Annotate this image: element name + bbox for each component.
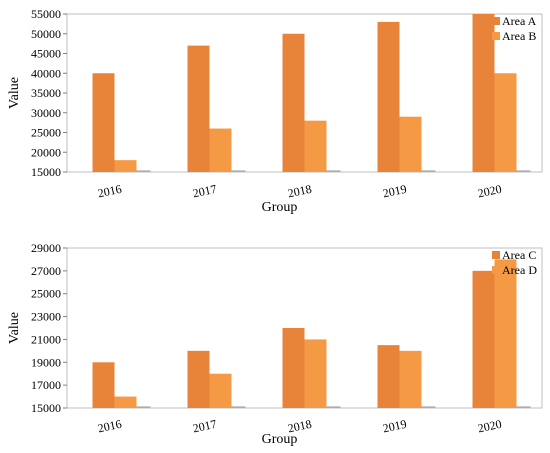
bar-area-c-2016: [92, 362, 115, 408]
y-axis-title: Value: [7, 77, 22, 109]
legend-swatch: [492, 251, 500, 259]
bar-area-d-2018: [304, 339, 327, 408]
y-tick-label: 17000: [31, 378, 61, 392]
y-tick-label: 45000: [31, 47, 61, 61]
bar-area-b-2016: [114, 160, 137, 172]
bar-area-a-2016: [92, 73, 115, 172]
y-tick-label: 25000: [31, 126, 61, 140]
x-tick-label: 2016: [96, 417, 122, 436]
y-tick-label: 20000: [31, 145, 61, 159]
bar-area-a-2017: [187, 45, 210, 172]
x-tick-label: 2017: [191, 182, 217, 201]
x-tick-label: 2018: [286, 417, 312, 436]
chart-area-a-b: 15000 20000 25000 30000 35000 40000 45000 50000…: [7, 7, 543, 215]
y-axis-title: Value: [7, 312, 22, 344]
x-tick-label: 2018: [286, 182, 312, 201]
bar-area-b-2020: [494, 73, 517, 172]
chart-area-c-d: 15000 17000 19000 21000 23000 25000 27000 29000…: [7, 241, 543, 447]
x-tick-label: 2019: [381, 182, 407, 201]
y-tick-label: 15000: [31, 165, 61, 179]
y-tick-label: 21000: [31, 332, 61, 346]
y-tick-label: 55000: [31, 7, 61, 21]
y-tick-label: 25000: [31, 287, 61, 301]
bar-area-c-2019: [377, 345, 400, 408]
legend-label: Area B: [502, 29, 536, 43]
x-axis-title: Group: [262, 432, 298, 447]
legend-label: Area C: [502, 248, 536, 262]
x-tick-label: 2020: [476, 417, 502, 436]
bar-area-b-2017: [209, 128, 232, 172]
bar-area-c-2020: [472, 270, 495, 408]
bar-area-d-2020: [494, 259, 517, 408]
legend-swatch: [492, 266, 500, 274]
legend-label: Area D: [502, 263, 537, 277]
bar-area-d-2016: [114, 396, 137, 408]
bar-area-a-2020: [472, 14, 495, 172]
y-tick-label: 15000: [31, 401, 61, 415]
bar-area-c-2017: [187, 350, 210, 408]
y-tick-label: 23000: [31, 310, 61, 324]
y-tick-label: 27000: [31, 264, 61, 278]
bar-area-b-2018: [304, 120, 327, 172]
y-tick-label: 19000: [31, 355, 61, 369]
x-tick-label: 2019: [381, 417, 407, 436]
x-tick-label: 2020: [476, 182, 502, 201]
legend-swatch: [492, 17, 500, 25]
x-tick-label: 2017: [191, 417, 217, 436]
y-tick-label: 35000: [31, 86, 61, 100]
bar-area-a-2019: [377, 21, 400, 173]
x-axis-title: Group: [262, 200, 298, 215]
bar-area-a-2018: [282, 33, 305, 172]
y-tick-label: 50000: [31, 27, 61, 41]
bar-area-c-2018: [282, 328, 305, 408]
bar-area-d-2019: [399, 350, 422, 408]
bar-area-b-2019: [399, 116, 422, 172]
legend-label: Area A: [502, 14, 537, 28]
y-tick-label: 29000: [31, 241, 61, 255]
y-tick-label: 40000: [31, 66, 61, 80]
bar-area-d-2017: [209, 373, 232, 408]
x-tick-label: 2016: [96, 182, 122, 201]
legend-swatch: [492, 32, 500, 40]
y-tick-label: 30000: [31, 106, 61, 120]
